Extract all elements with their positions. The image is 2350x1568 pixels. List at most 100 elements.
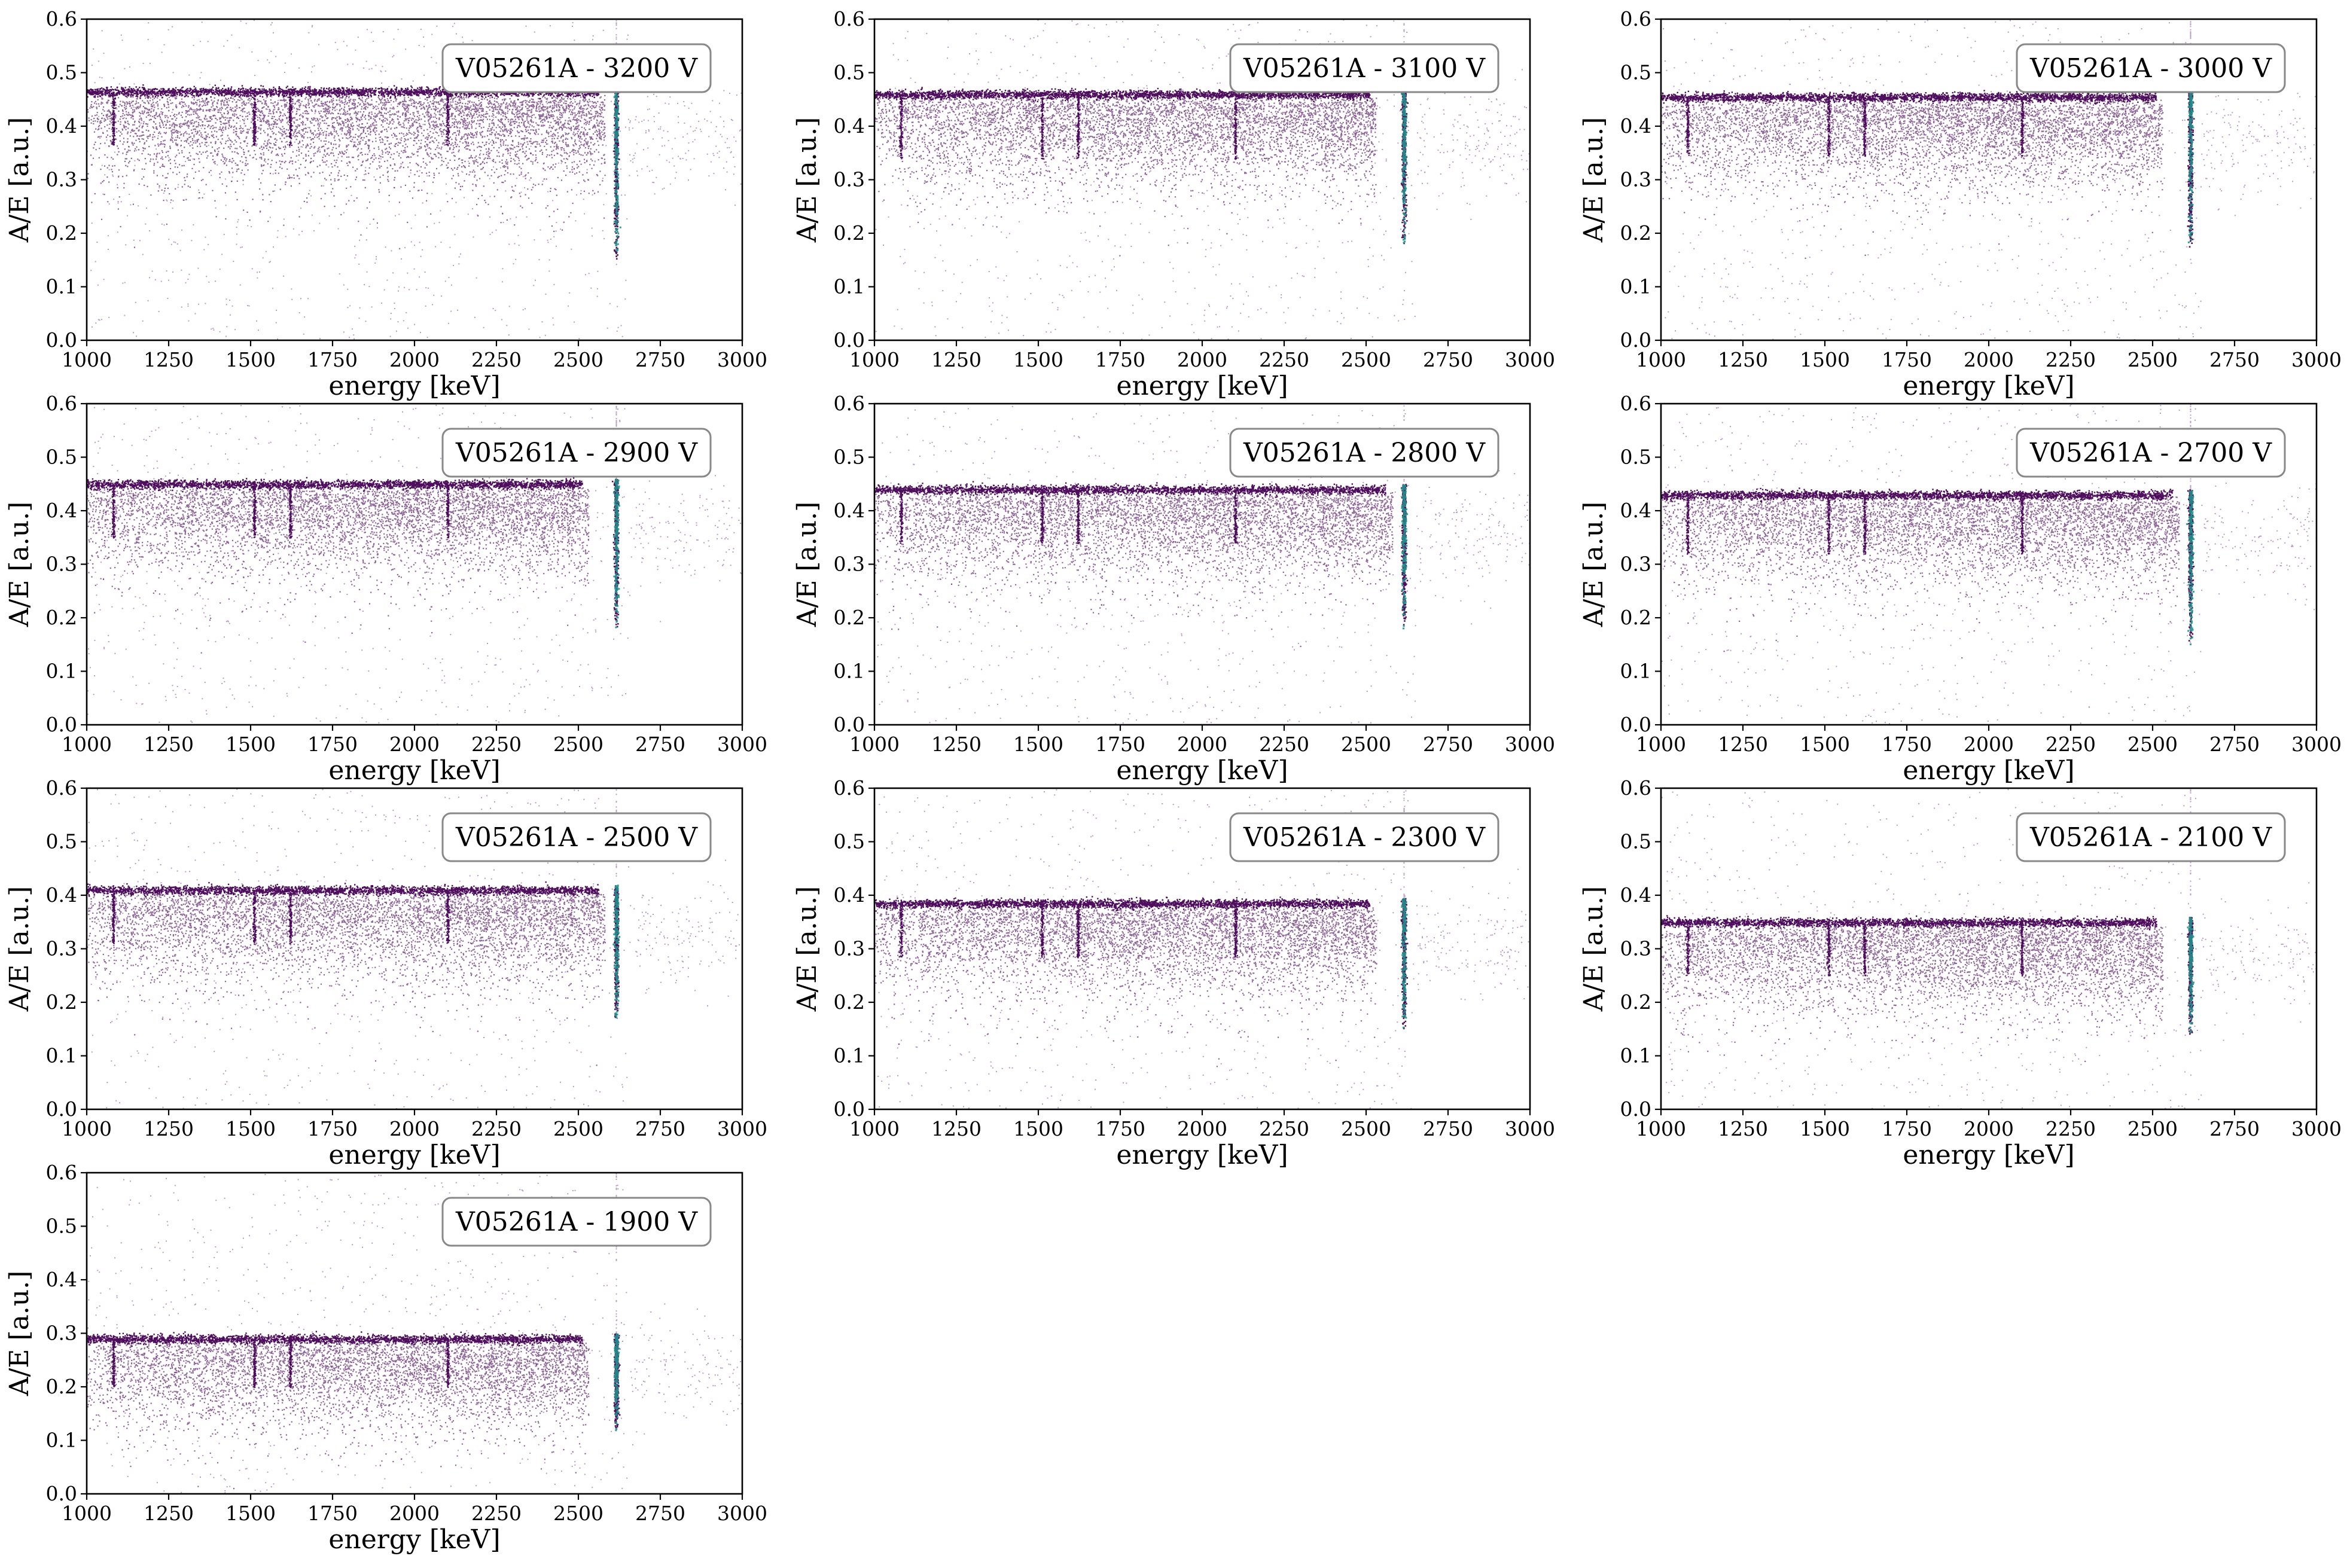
x-tick-label: 1250	[144, 1502, 194, 1525]
x-tick-label: 2500	[553, 1502, 603, 1525]
y-tick-label: 0.3	[46, 937, 77, 960]
y-tick-label: 0.1	[46, 1429, 77, 1452]
legend-label: V05261A - 1900 V	[455, 1207, 698, 1237]
x-tick-label: 2750	[1423, 1117, 1473, 1140]
y-tick-label: 0.0	[834, 1097, 865, 1121]
legend: V05261A - 3200 V	[441, 43, 712, 93]
x-tick-label: 2000	[389, 733, 440, 756]
x-tick-label: 2500	[553, 733, 603, 756]
y-tick-label: 0.4	[1620, 883, 1651, 907]
y-tick-label: 0.5	[46, 1215, 77, 1238]
x-tick-label: 1750	[307, 1117, 358, 1140]
panel-2: 1000 1250 1500 1750 2000 2250 2500 2750 3000 0.0 0…	[792, 7, 1555, 401]
legend-label: V05261A - 3200 V	[455, 53, 698, 84]
x-tick-label: 3000	[717, 733, 767, 756]
y-tick-label: 0.2	[46, 1375, 77, 1398]
x-tick-label: 2750	[635, 733, 685, 756]
x-tick-label: 1500	[1800, 1117, 1850, 1140]
y-tick-label: 0.0	[46, 1482, 77, 1505]
x-tick-label: 2250	[1259, 1117, 1309, 1140]
y-tick-label: 0.6	[834, 776, 865, 800]
y-tick-label: 0.6	[46, 1161, 77, 1184]
x-tick-label: 3000	[717, 1117, 767, 1140]
x-tick-label: 2250	[2046, 1117, 2096, 1140]
x-tick-label: 1250	[144, 733, 194, 756]
y-tick-label: 0.4	[834, 883, 865, 907]
y-tick-label: 0.3	[834, 168, 865, 191]
x-tick-label: 2000	[1177, 733, 1227, 756]
x-tick-label: 2250	[471, 733, 522, 756]
y-tick-label: 0.0	[1620, 713, 1651, 736]
y-tick-label: 0.6	[1620, 392, 1651, 415]
y-tick-label: 0.1	[1620, 1044, 1651, 1067]
panel-9: 1000 1250 1500 1750 2000 2250 2500 2750 3000 0.0 0…	[1578, 776, 2342, 1170]
x-tick-label: 1250	[144, 1117, 194, 1140]
y-tick-label: 0.6	[46, 7, 77, 30]
x-tick-label: 1750	[307, 733, 358, 756]
x-tick-label: 1000	[62, 1117, 112, 1140]
x-tick-label: 1500	[1013, 1117, 1063, 1140]
legend-label: V05261A - 2800 V	[1243, 438, 1486, 468]
legend: V05261A - 2800 V	[1229, 428, 1499, 478]
y-tick-label: 0.3	[1620, 553, 1651, 576]
x-tick-label: 3000	[2291, 733, 2342, 756]
legend-label: V05261A - 2100 V	[2029, 822, 2272, 853]
x-tick-label: 2000	[1177, 348, 1227, 371]
x-tick-label: 3000	[1505, 733, 1555, 756]
legend-box	[441, 43, 712, 93]
y-tick-label: 0.6	[1620, 776, 1651, 800]
y-tick-label: 0.6	[46, 392, 77, 415]
legend-box	[441, 1197, 712, 1247]
x-tick-label: 2750	[2209, 348, 2260, 371]
x-tick-label: 2250	[471, 1502, 522, 1525]
x-tick-label: 1500	[1013, 348, 1063, 371]
x-tick-label: 2500	[553, 348, 603, 371]
x-axis-label: energy [keV]	[1903, 755, 2074, 786]
y-tick-label: 0.3	[46, 1322, 77, 1345]
y-tick-label: 0.1	[46, 660, 77, 683]
x-tick-label: 1250	[1718, 733, 1768, 756]
x-tick-label: 1000	[1636, 348, 1686, 371]
y-axis-label: A/E [a.u.]	[1578, 117, 1609, 243]
legend: V05261A - 2500 V	[441, 812, 712, 862]
x-tick-label: 2500	[1341, 1117, 1391, 1140]
legend-label: V05261A - 2300 V	[1243, 822, 1486, 853]
y-axis-label: A/E [a.u.]	[4, 886, 35, 1012]
scatter-points	[1661, 789, 2317, 1109]
x-tick-label: 1750	[1882, 1117, 1932, 1140]
y-tick-label: 0.0	[46, 713, 77, 736]
legend: V05261A - 3000 V	[2016, 43, 2286, 93]
y-tick-label: 0.5	[46, 830, 77, 853]
legend-box	[2016, 428, 2286, 478]
x-tick-label: 2250	[1259, 733, 1309, 756]
legend-label: V05261A - 2900 V	[455, 438, 698, 468]
panel-4: 1000 1250 1500 1750 2000 2250 2500 2750 3000 0.0 0…	[4, 392, 767, 786]
y-tick-label: 0.5	[834, 830, 865, 853]
y-tick-label: 0.0	[1620, 1097, 1651, 1121]
y-tick-label: 0.5	[46, 61, 77, 84]
x-tick-label: 2250	[471, 1117, 522, 1140]
y-tick-label: 0.6	[834, 392, 865, 415]
y-tick-label: 0.5	[46, 446, 77, 469]
x-tick-label: 3000	[1505, 1117, 1555, 1140]
y-tick-label: 0.3	[834, 553, 865, 576]
x-tick-label: 2250	[1259, 348, 1309, 371]
x-tick-label: 2500	[2128, 1117, 2178, 1140]
x-tick-label: 2000	[1964, 733, 2014, 756]
x-tick-label: 2750	[635, 348, 685, 371]
x-tick-label: 2000	[389, 348, 440, 371]
y-tick-label: 0.2	[1620, 221, 1651, 245]
x-tick-label: 3000	[2291, 348, 2342, 371]
y-tick-label: 0.5	[1620, 61, 1651, 84]
x-tick-label: 2500	[553, 1117, 603, 1140]
y-tick-label: 0.2	[1620, 990, 1651, 1014]
x-tick-label: 2250	[2046, 348, 2096, 371]
x-tick-label: 1750	[1095, 1117, 1145, 1140]
scatter-points	[874, 789, 1530, 1109]
scatter-points	[874, 404, 1530, 725]
y-tick-label: 0.4	[46, 499, 77, 522]
y-tick-label: 0.1	[1620, 660, 1651, 683]
x-tick-label: 1750	[307, 348, 358, 371]
y-tick-label: 0.6	[46, 776, 77, 800]
